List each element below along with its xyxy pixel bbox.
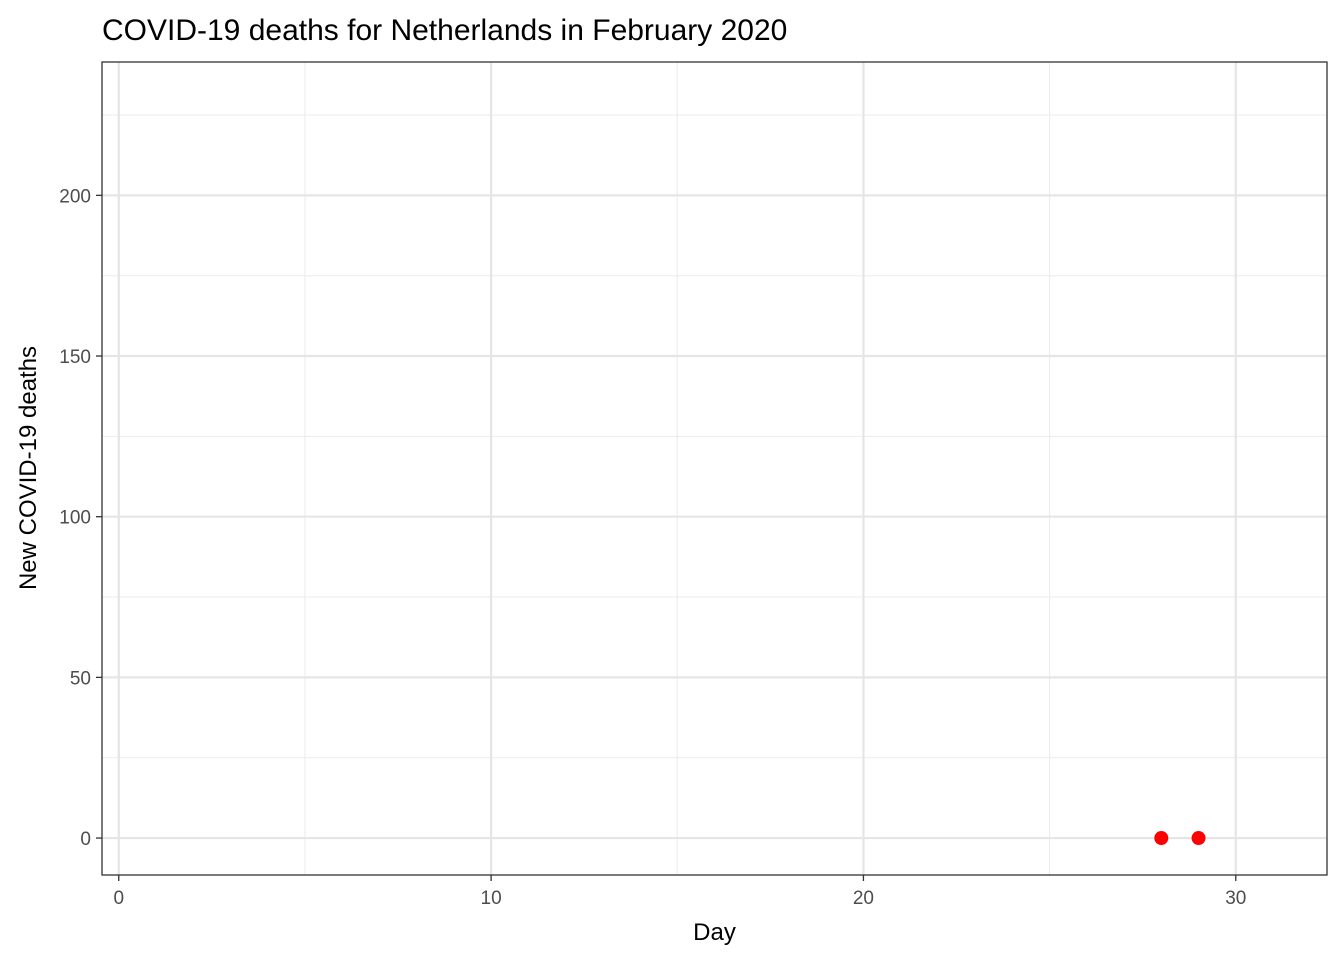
- x-tick-label: 10: [481, 888, 502, 909]
- y-tick-label: 150: [59, 347, 91, 368]
- x-tick-label: 20: [853, 888, 874, 909]
- plot-panel-border: [101, 61, 1328, 876]
- y-axis-title: New COVID-19 deaths: [15, 346, 42, 590]
- y-tick-label: 200: [59, 186, 91, 207]
- chart-title: COVID-19 deaths for Netherlands in Febru…: [102, 14, 787, 47]
- minor-gridlines: [102, 62, 1327, 875]
- data-points: [1154, 831, 1206, 846]
- major-gridlines: [102, 62, 1327, 875]
- data-point: [1191, 831, 1206, 846]
- x-tick-label: 0: [113, 888, 124, 909]
- plot-panel-background: [102, 62, 1327, 875]
- y-tick-label: 0: [80, 829, 91, 850]
- x-axis-title: Day: [693, 919, 736, 946]
- x-tick-label: 30: [1225, 888, 1246, 909]
- y-tick-label: 50: [70, 668, 91, 689]
- x-axis: 0 10 20 30: [113, 875, 1246, 909]
- y-tick-label: 100: [59, 508, 91, 529]
- y-axis: 0 50 100 150 200: [59, 186, 102, 850]
- data-point: [1154, 831, 1169, 846]
